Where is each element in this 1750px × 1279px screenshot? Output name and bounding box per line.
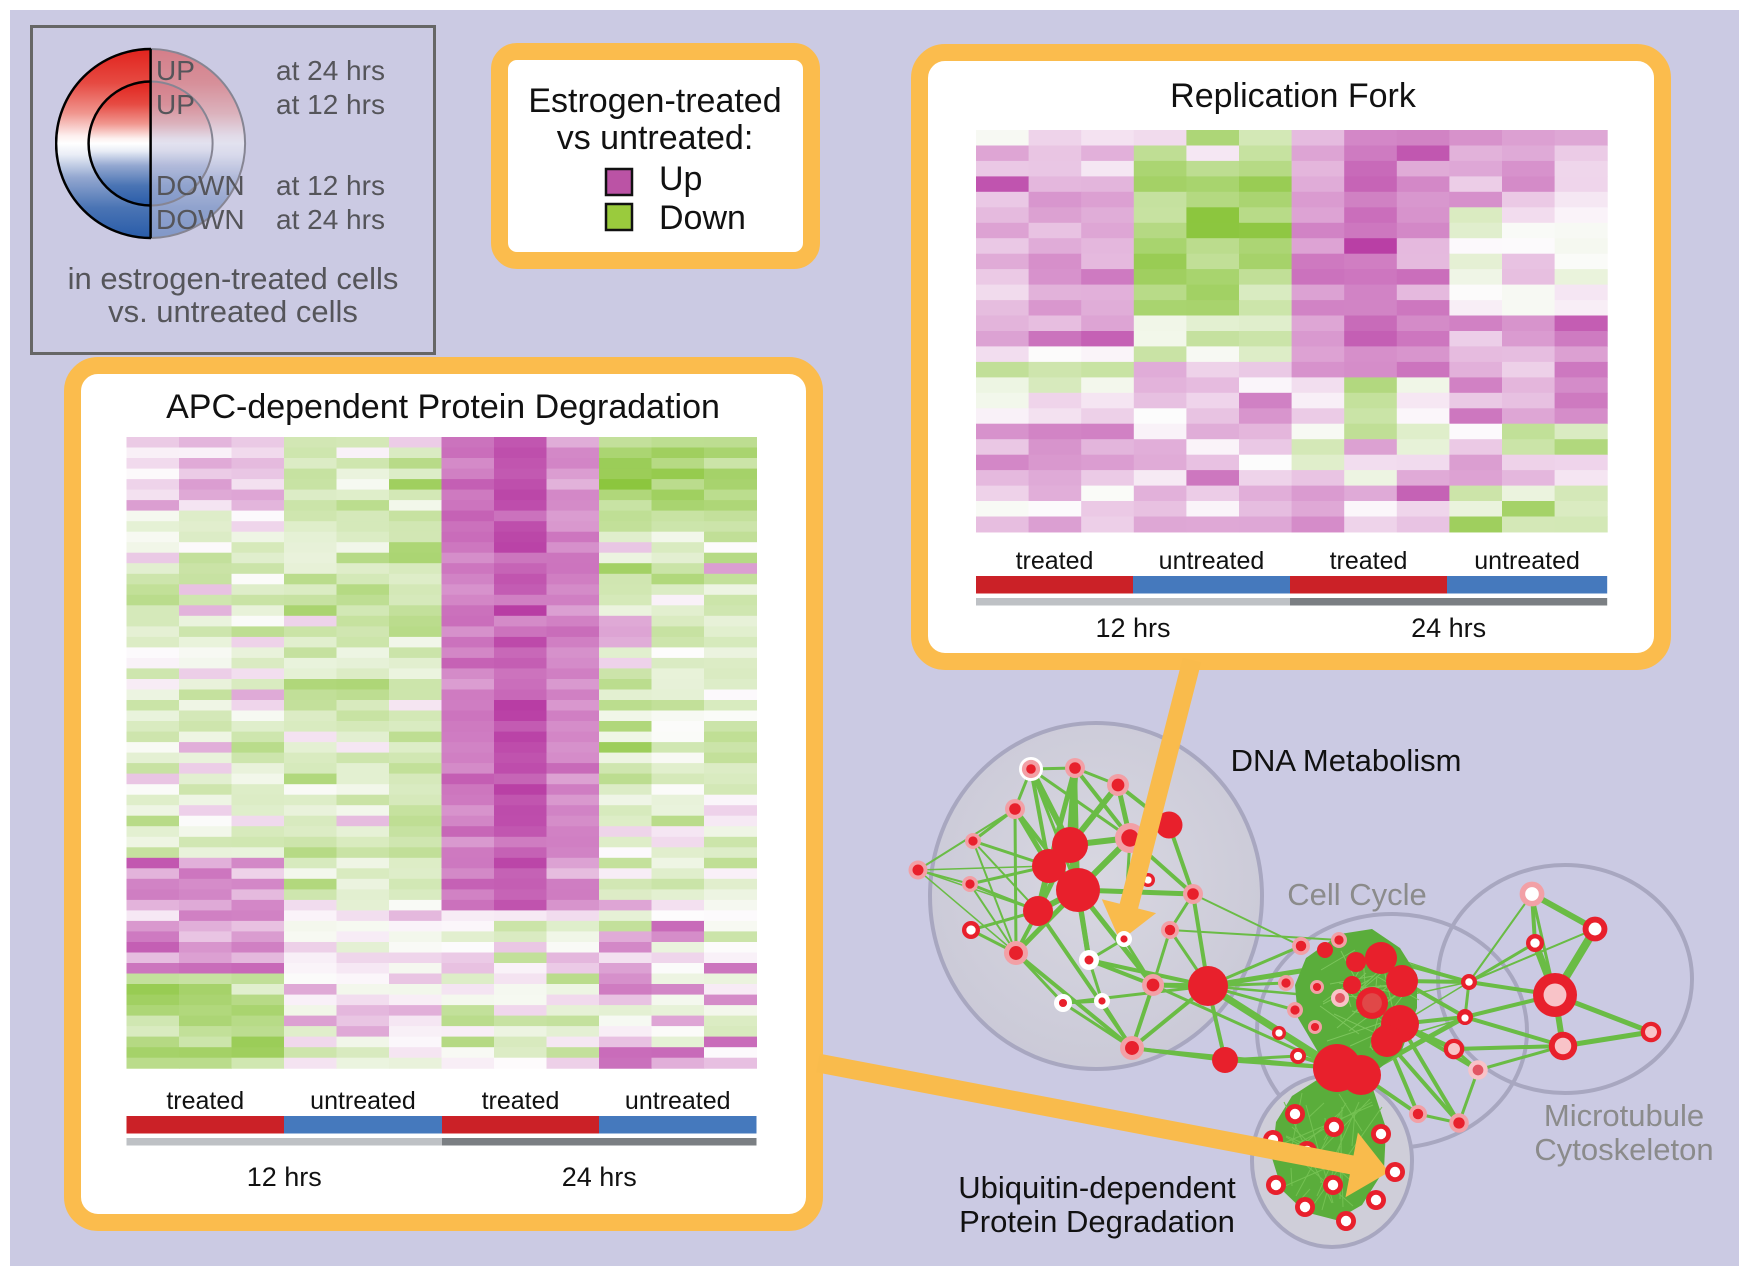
- svg-text:untreated: untreated: [1474, 547, 1580, 575]
- svg-text:vs. untreated cells: vs. untreated cells: [108, 294, 358, 329]
- svg-text:UP: UP: [156, 55, 195, 86]
- svg-text:DNA Metabolism: DNA Metabolism: [1231, 743, 1462, 778]
- svg-text:untreated: untreated: [1159, 547, 1265, 575]
- svg-text:treated: treated: [1330, 547, 1408, 575]
- svg-text:at 24 hrs: at 24 hrs: [276, 204, 385, 235]
- svg-text:in estrogen-treated cells: in estrogen-treated cells: [68, 261, 399, 296]
- svg-text:12 hrs: 12 hrs: [247, 1162, 322, 1192]
- svg-text:Estrogen-treated: Estrogen-treated: [528, 82, 781, 120]
- svg-text:Replication Fork: Replication Fork: [1170, 77, 1417, 115]
- svg-text:Up: Up: [659, 160, 702, 198]
- svg-text:treated: treated: [1016, 547, 1094, 575]
- svg-text:DOWN: DOWN: [156, 204, 245, 235]
- svg-text:UP: UP: [156, 89, 195, 120]
- svg-text:at 12 hrs: at 12 hrs: [276, 170, 385, 201]
- svg-text:12 hrs: 12 hrs: [1095, 613, 1170, 643]
- svg-text:treated: treated: [166, 1087, 244, 1115]
- svg-text:Cytoskeleton: Cytoskeleton: [1534, 1132, 1713, 1167]
- svg-text:untreated: untreated: [625, 1087, 731, 1115]
- svg-text:DOWN: DOWN: [156, 170, 245, 201]
- svg-text:vs untreated:: vs untreated:: [557, 119, 754, 157]
- svg-text:Microtubule: Microtubule: [1544, 1098, 1704, 1133]
- svg-text:Cell Cycle: Cell Cycle: [1287, 877, 1427, 912]
- svg-text:Down: Down: [659, 199, 746, 237]
- svg-text:untreated: untreated: [310, 1087, 416, 1115]
- svg-text:Ubiquitin-dependent: Ubiquitin-dependent: [958, 1170, 1236, 1205]
- svg-text:at 24 hrs: at 24 hrs: [276, 55, 385, 86]
- svg-text:at 12 hrs: at 12 hrs: [276, 89, 385, 120]
- svg-text:24 hrs: 24 hrs: [562, 1162, 637, 1192]
- svg-text:treated: treated: [482, 1087, 560, 1115]
- svg-text:Protein Degradation: Protein Degradation: [959, 1204, 1235, 1239]
- svg-text:APC-dependent Protein Degradat: APC-dependent Protein Degradation: [166, 388, 720, 426]
- svg-text:24 hrs: 24 hrs: [1411, 613, 1486, 643]
